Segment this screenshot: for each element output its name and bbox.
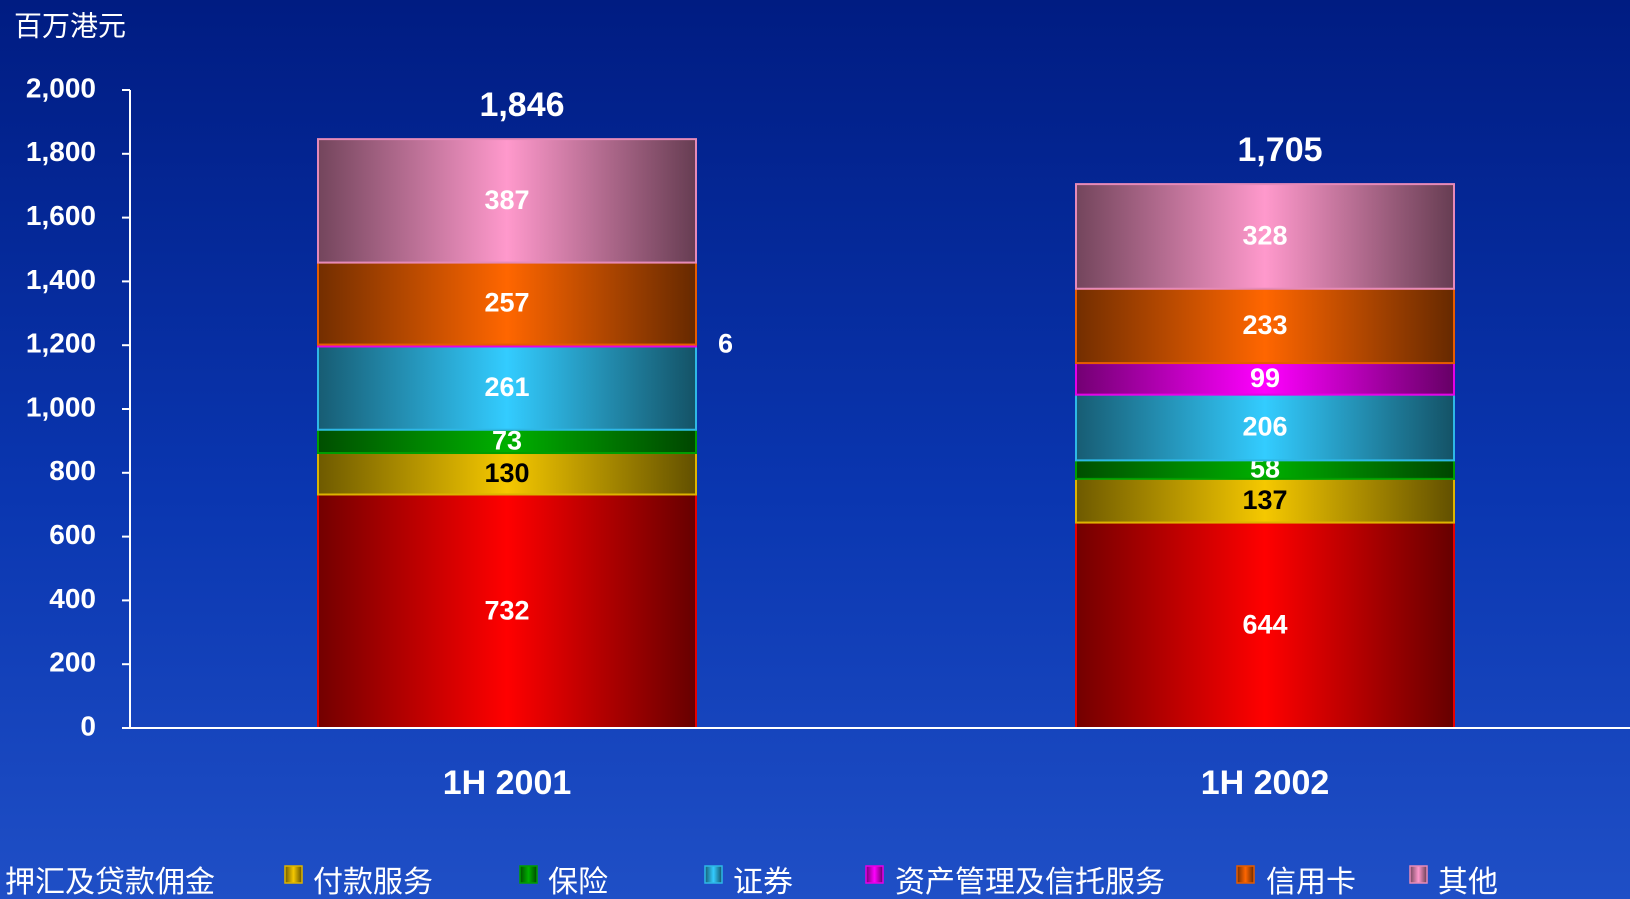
legend-label: 保险: [548, 866, 608, 899]
total-label: 1,705: [1237, 131, 1322, 169]
legend-label: 证券: [733, 866, 793, 899]
x-tick-label: 1H 2002: [1201, 764, 1330, 802]
bar-segment: [1075, 362, 1455, 396]
value-label: 137: [1242, 485, 1287, 515]
value-label: 233: [1242, 310, 1287, 340]
y-tick-label: 1,400: [26, 264, 96, 295]
value-label: 257: [484, 288, 529, 318]
legend-label: 其他: [1438, 866, 1498, 899]
bar-segment: [317, 493, 697, 729]
value-label: 261: [484, 372, 529, 402]
legend-label: 付款服务: [313, 866, 433, 899]
legend-label: 资产管理及信托服务: [895, 866, 1165, 899]
legend-marker: [519, 865, 538, 884]
y-tick-label: 800: [49, 455, 96, 486]
y-tick-label: 600: [49, 519, 96, 550]
y-tick-label: 200: [49, 647, 96, 678]
bar-segment: [1075, 521, 1455, 730]
legend-marker: [704, 865, 723, 884]
value-label: 6: [718, 329, 733, 359]
value-label: 644: [1242, 609, 1287, 639]
value-label: 732: [484, 595, 529, 625]
y-tick-label: 1,600: [26, 200, 96, 231]
y-tick-label: 1,800: [26, 136, 96, 167]
bar-segment: [317, 261, 697, 346]
legend-marker: [865, 865, 884, 884]
bar-segment: [1075, 183, 1455, 290]
value-label: 387: [484, 185, 529, 215]
bar-segment: [1075, 287, 1455, 365]
value-label: 206: [1242, 412, 1287, 442]
legend-marker: [1236, 865, 1255, 884]
legend-marker: [1409, 865, 1428, 884]
y-tick-label: 0: [80, 710, 96, 741]
y-axis-label: 百万港元: [14, 10, 126, 41]
y-tick-label: 400: [49, 583, 96, 614]
y-tick-label: 1,200: [26, 328, 96, 359]
value-label: 130: [484, 458, 529, 488]
y-tick-label: 2,000: [26, 72, 96, 103]
value-label: 99: [1250, 363, 1280, 393]
legend-label: 信用卡: [1266, 866, 1356, 899]
y-tick-label: 1,000: [26, 391, 96, 422]
value-label: 328: [1242, 221, 1287, 251]
bar-segment: [317, 138, 697, 264]
legend-label: 押汇及贷款佣金: [5, 866, 215, 899]
bar-segment: [1075, 477, 1455, 524]
x-tick-label: 1H 2001: [443, 764, 572, 802]
bar-segment: [1075, 393, 1455, 462]
total-label: 1,846: [479, 86, 564, 124]
legend-marker: [284, 865, 303, 884]
